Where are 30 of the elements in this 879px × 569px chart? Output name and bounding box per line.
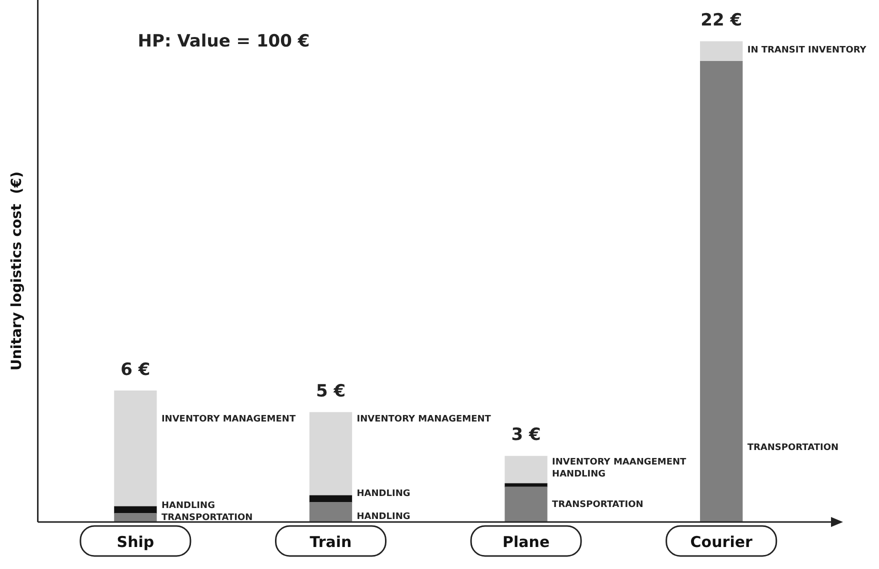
bar (114, 390, 157, 507)
annotation: TRANSPORTATION (747, 442, 839, 453)
annotation: 3 € (511, 425, 541, 446)
chart-title: HP: Value = 100 € (138, 31, 310, 52)
x-tick-label: Courier (690, 532, 753, 551)
annotation: HANDLING (356, 489, 410, 499)
bar (700, 60, 743, 522)
bar (309, 412, 352, 496)
annotation: 5 € (316, 381, 346, 402)
bar (309, 502, 352, 522)
bar (309, 495, 352, 503)
bar (114, 513, 157, 522)
text: 22 € (700, 10, 742, 31)
y-axis-title: Unitary logistics cost (€) (9, 172, 26, 370)
annotation: HANDLING (161, 501, 215, 512)
annotation: 6 € (120, 360, 150, 380)
x-tick-label: Ship (116, 532, 154, 551)
annotation: TRANSPORTATION (161, 513, 253, 524)
bar (504, 456, 548, 484)
annotation: IN TRANSIT INVENTORY (747, 46, 867, 56)
x-tick-label: Train (310, 532, 352, 551)
x-tick-label: Plane (502, 532, 550, 551)
annotation: HANDLING (356, 512, 410, 522)
annotation: TRANSPORTATION (552, 500, 644, 510)
annotation: INVENTORY MANAGEMENT (161, 414, 296, 425)
annotation: HANDLING (552, 469, 606, 480)
bar (700, 41, 743, 62)
bar (504, 486, 548, 522)
annotation: INVENTORY MANAGEMENT (356, 414, 492, 425)
annotation: INVENTORY MAANGEMENT (552, 457, 688, 468)
